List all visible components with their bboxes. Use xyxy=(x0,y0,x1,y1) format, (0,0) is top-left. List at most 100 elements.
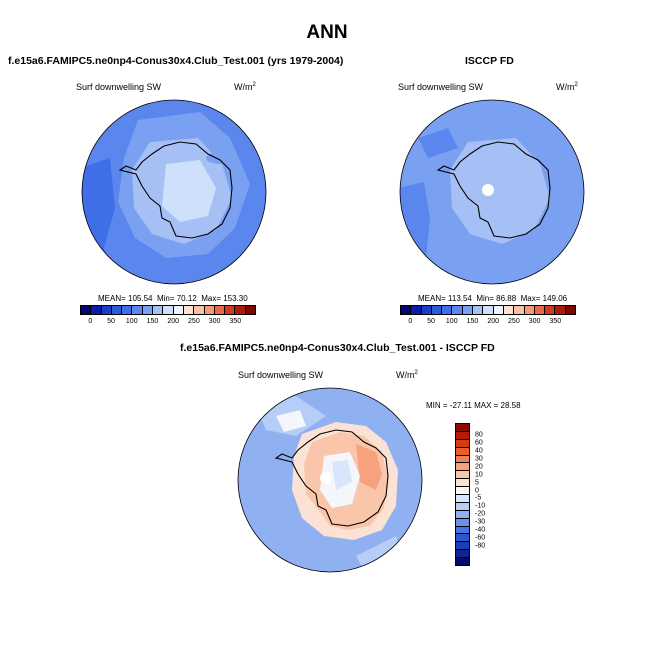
model-polar-map xyxy=(81,99,267,285)
model-colorbar-swatch xyxy=(153,306,164,314)
model-colorbar-tick-label: 350 xyxy=(229,318,242,325)
diff-colorbar-tick-label: -10 xyxy=(475,502,486,510)
diff-colorbar-swatch xyxy=(456,558,469,566)
model-colorbar-swatch xyxy=(194,306,205,314)
model-colorbar-tick-label: 150 xyxy=(146,318,159,325)
diff-colorbar-tick-label: -20 xyxy=(475,510,486,518)
obs-units-label: W/m2 xyxy=(556,82,578,92)
diff-colorbar-swatch xyxy=(456,463,469,472)
obs-colorbar-ticks: 0 50 100 150 200 250 300 350 xyxy=(400,318,576,328)
model-colorbar-swatch xyxy=(132,306,143,314)
obs-colorbar xyxy=(400,305,576,315)
model-map-border xyxy=(81,99,267,285)
model-colorbar-swatch xyxy=(235,306,246,314)
model-colorbar-swatch xyxy=(163,306,174,314)
obs-panel-title: ISCCP FD xyxy=(465,55,514,67)
diff-colorbar-swatch xyxy=(456,424,469,432)
model-colorbar-swatch xyxy=(111,306,123,314)
obs-colorbar-swatch xyxy=(442,306,453,314)
model-colorbar xyxy=(80,305,256,315)
obs-colorbar-swatch xyxy=(524,306,535,314)
diff-colorbar-swatch xyxy=(456,479,469,488)
model-colorbar-swatch xyxy=(214,306,226,314)
obs-variable-label: Surf downwelling SW xyxy=(398,82,484,92)
obs-colorbar-swatch xyxy=(462,306,474,314)
diff-colorbar-swatch xyxy=(456,495,469,503)
diff-colorbar-swatch xyxy=(456,455,469,464)
obs-colorbar-tick-label: 50 xyxy=(427,318,435,325)
diff-polar-map xyxy=(237,387,423,573)
diff-colorbar-swatch xyxy=(456,487,469,496)
obs-colorbar-swatch xyxy=(431,306,443,314)
model-colorbar-tick-label: 250 xyxy=(188,318,200,325)
obs-colorbar-tick-label: 300 xyxy=(528,318,541,325)
diff-colorbar-tick-label: 80 xyxy=(475,431,483,439)
diff-colorbar-swatch xyxy=(456,510,469,519)
obs-land-field xyxy=(450,138,550,244)
obs-colorbar-tick-label: 250 xyxy=(508,318,520,325)
model-colorbar-swatch xyxy=(142,306,154,314)
model-panel-title: f.e15a6.FAMIPC5.ne0np4-Conus30x4.Club_Te… xyxy=(8,55,344,67)
model-colorbar-swatch xyxy=(122,306,133,314)
diff-colorbar-tick-label: -80 xyxy=(475,542,486,550)
obs-stats: MEAN= 113.54 Min= 86.88 Max= 149.06 xyxy=(418,294,568,303)
model-colorbar-ticks: 0 50 100 150 200 250 300 350 xyxy=(80,318,256,328)
model-colorbar-swatch xyxy=(183,306,195,314)
diff-variable-label: Surf downwelling SW xyxy=(238,370,324,380)
model-variable-label: Surf downwelling SW xyxy=(76,82,162,92)
obs-colorbar-swatch xyxy=(411,306,422,314)
model-colorbar-swatch xyxy=(245,306,256,314)
model-colorbar-tick-label: 100 xyxy=(125,318,138,325)
model-colorbar-tick-label: 50 xyxy=(107,318,115,325)
obs-colorbar-tick-label: 150 xyxy=(466,318,479,325)
diff-colorbar-tick-label: 60 xyxy=(475,439,483,447)
figure-title: ANN xyxy=(306,22,348,43)
diff-colorbar-swatch xyxy=(456,542,469,551)
model-colorbar-swatch xyxy=(101,306,112,314)
model-colorbar-swatch xyxy=(81,306,92,314)
obs-colorbar-swatch xyxy=(514,306,525,314)
obs-colorbar-tick-label: 0 xyxy=(408,318,413,325)
model-colorbar-swatch xyxy=(225,306,236,314)
obs-colorbar-tick-label: 350 xyxy=(549,318,562,325)
diff-minmax-stats: MIN = -27.11 MAX = 28.58 xyxy=(426,401,521,410)
diff-pole-missing-data xyxy=(320,472,332,484)
obs-colorbar-swatch xyxy=(555,306,566,314)
obs-map-border xyxy=(399,99,585,285)
diff-colorbar-tick-label: -60 xyxy=(475,534,486,542)
model-colorbar-tick-label: 0 xyxy=(88,318,93,325)
model-units-label: W/m2 xyxy=(234,82,256,92)
diff-colorbar-swatch xyxy=(456,534,469,543)
diff-units-label: W/m2 xyxy=(396,370,418,380)
obs-colorbar-swatch xyxy=(503,306,515,314)
diff-colorbar-swatch xyxy=(456,518,469,527)
diff-colorbar-swatch xyxy=(456,439,469,448)
obs-colorbar-swatch xyxy=(565,306,576,314)
diff-colorbar-swatch xyxy=(456,471,469,480)
diff-colorbar-swatch xyxy=(456,502,469,511)
model-colorbar-swatch xyxy=(91,306,102,314)
diff-colorbar-tick-label: -40 xyxy=(475,526,486,534)
diff-colorbar-tick-label: 20 xyxy=(475,463,483,471)
diff-map-border xyxy=(237,387,423,573)
obs-colorbar-swatch xyxy=(534,306,546,314)
obs-antarctica-coastline xyxy=(436,141,551,239)
model-colorbar-swatch xyxy=(173,306,184,314)
diff-colorbar-swatch xyxy=(456,550,469,559)
obs-colorbar-swatch xyxy=(483,306,494,314)
obs-pole-missing-data xyxy=(482,184,494,196)
diff-colorbar-tick-label: 40 xyxy=(475,447,483,455)
diff-colorbar-swatch xyxy=(456,526,469,535)
model-colorbar-tick-label: 300 xyxy=(208,318,221,325)
diff-colorbar-swatch xyxy=(456,447,469,456)
diff-antarctica-coastline xyxy=(274,429,389,527)
model-plateau-field xyxy=(162,160,216,222)
obs-colorbar-swatch xyxy=(545,306,556,314)
obs-colorbar-swatch xyxy=(473,306,484,314)
diff-colorbar-tick-label: -30 xyxy=(475,518,486,526)
diff-panel-title: f.e15a6.FAMIPC5.ne0np4-Conus30x4.Club_Te… xyxy=(180,342,495,354)
diff-colorbar-tick-label: 30 xyxy=(475,455,483,463)
diff-colorbar xyxy=(455,423,470,566)
obs-polar-map xyxy=(399,99,585,285)
obs-colorbar-tick-label: 200 xyxy=(487,318,500,325)
